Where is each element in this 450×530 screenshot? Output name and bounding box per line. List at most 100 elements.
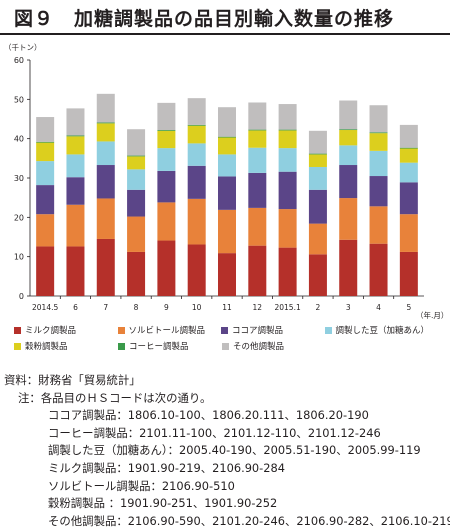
legend-label: ミルク調製品 (25, 326, 77, 336)
bar-segment-1-10 (339, 198, 358, 240)
bar-segment-2-10 (339, 165, 358, 199)
legend-swatch (324, 326, 332, 334)
x-tick-label: 8 (134, 303, 139, 312)
y-tick-label: 40 (14, 135, 24, 144)
legend-swatch (117, 326, 125, 334)
legend-item-other: その他調製品 (222, 340, 326, 352)
bar-segment-6-6 (218, 107, 236, 137)
legend-label: その他調製品 (233, 342, 285, 352)
x-tick-label: 11 (222, 303, 232, 312)
bar-segment-0-11 (369, 243, 388, 296)
legend-label: 調製した豆（加糖あん） (335, 326, 430, 336)
bar-segment-0-5 (187, 244, 206, 296)
x-tick-label: 7 (103, 303, 108, 312)
hs-code-line: ココア調製品：1806.10-100、1806.20.111、1806.20-1… (48, 408, 369, 423)
bar-segment-3-0 (36, 161, 55, 186)
legend-swatch (14, 326, 21, 334)
bar-segment-2-1 (66, 177, 85, 205)
bar-segment-3-12 (399, 162, 418, 183)
bar-segment-2-9 (308, 189, 327, 224)
bar-segment-6-7 (248, 102, 267, 130)
bar-segment-1-3 (127, 216, 146, 252)
bar-segment-5-4 (157, 130, 176, 131)
bar-segment-5-3 (127, 155, 146, 157)
bar-segment-5-7 (248, 129, 267, 131)
bar-segment-6-1 (66, 108, 85, 136)
bar-segment-2-7 (248, 172, 267, 208)
legend-swatch (118, 342, 125, 350)
bar-segment-5-5 (187, 124, 206, 126)
bar-segment-3-9 (308, 166, 327, 190)
hs-code-line: ミルク調製品：1901.90-219、2106.90-284 (48, 460, 286, 475)
y-tick-label: 10 (14, 253, 24, 262)
bar-segment-2-5 (187, 165, 206, 199)
bar-segment-6-4 (157, 102, 176, 131)
bar-segment-3-6 (218, 154, 236, 177)
bar-segment-1-9 (308, 223, 327, 255)
bar-segment-4-5 (187, 125, 206, 144)
hs-code-line: 穀粉調製品 ：1901.90-251、1901.90-252 (48, 496, 278, 511)
bar-segment-4-0 (36, 142, 55, 162)
bar-segment-5-11 (369, 132, 388, 134)
bar-segment-2-0 (36, 185, 55, 215)
bar-segment-2-6 (218, 176, 236, 210)
bar-segment-1-7 (248, 207, 267, 246)
bar-segment-3-8 (278, 148, 297, 172)
x-tick-label: 2 (316, 303, 321, 312)
bar-segment-1-5 (187, 198, 206, 245)
x-tick-label: 9 (164, 303, 169, 312)
legend-item-sweet-bean: 調製した豆（加糖あん） (324, 324, 444, 336)
bar-segment-5-2 (96, 122, 115, 124)
y-tick-label: 20 (14, 213, 24, 222)
source-line: 資料：財務省「貿易統計」 (4, 373, 141, 387)
x-tick-label: 4 (376, 303, 381, 312)
bar-segment-5-6 (218, 136, 236, 138)
bar-segment-3-4 (157, 148, 176, 171)
bar-segment-1-12 (399, 214, 418, 252)
bar-segment-3-7 (248, 147, 267, 173)
legend-label: 穀粉調製品 (25, 342, 68, 352)
bar-segment-1-4 (157, 202, 176, 241)
legend-row: ミルク調製品 ソルビトール調製品 ココア調製品 調製した豆（加糖あん） (14, 322, 444, 338)
legend: ミルク調製品 ソルビトール調製品 ココア調製品 調製した豆（加糖あん） 穀粉調製… (14, 322, 444, 354)
legend-item-coffee: コーヒー調製品 (118, 340, 222, 352)
bar-segment-5-12 (399, 147, 418, 149)
bar-segment-4-2 (96, 123, 115, 142)
legend-swatch (14, 342, 21, 350)
bar-segment-0-3 (127, 251, 146, 296)
bar-segment-6-9 (308, 130, 327, 154)
bar-segment-1-1 (66, 204, 85, 247)
bars (36, 93, 418, 296)
y-tick-labels: 0 10 20 30 40 50 60 (14, 56, 24, 301)
x-tick-label: 12 (253, 303, 263, 312)
x-tick-label: 3 (346, 303, 351, 312)
bar-segment-1-0 (36, 214, 55, 247)
hs-code-line: コーヒー調製品：2101.11-100、2101.12-110、2101.12-… (48, 425, 381, 440)
bar-segment-3-1 (66, 154, 85, 178)
legend-item-flour: 穀粉調製品 (14, 340, 118, 352)
bar-segment-1-8 (278, 209, 297, 248)
bar-segment-4-11 (369, 133, 388, 151)
source-notes: 資料：財務省「貿易統計」 注：各品目のＨＳコードは次の通り。 ココア調製品：18… (4, 372, 450, 530)
y-tick-label: 50 (14, 95, 24, 104)
bar-segment-0-2 (96, 238, 115, 296)
bar-segment-5-8 (278, 129, 297, 131)
bar-segment-6-10 (339, 100, 358, 130)
bar-segment-0-6 (218, 253, 236, 296)
y-tick-label: 30 (14, 174, 24, 183)
bar-segment-0-1 (66, 246, 85, 296)
y-tick-label: 0 (19, 292, 24, 301)
hs-code-line: 調製した豆（加糖あん）：2005.40-190、2005.51-190、2005… (48, 443, 421, 458)
bar-segment-4-1 (66, 136, 85, 155)
bar-segment-2-8 (278, 171, 297, 210)
legend-label: コーヒー調製品 (129, 342, 189, 352)
stacked-bar-chart: （千トン） （年.月） 2014.5 6 7 8 9 10 11 12 2015.1 2 3 4 5 0… (4, 42, 448, 320)
hs-code-line: ソルビトール調製品：2106.90-510 (48, 478, 235, 493)
legend-swatch (221, 326, 229, 334)
bar-segment-2-2 (96, 165, 115, 199)
bar-segment-6-8 (278, 104, 297, 130)
x-unit-label: （年.月） (416, 310, 448, 320)
title-divider (0, 33, 450, 35)
bar-segment-4-8 (278, 130, 297, 149)
legend-item-milk: ミルク調製品 (14, 324, 118, 336)
